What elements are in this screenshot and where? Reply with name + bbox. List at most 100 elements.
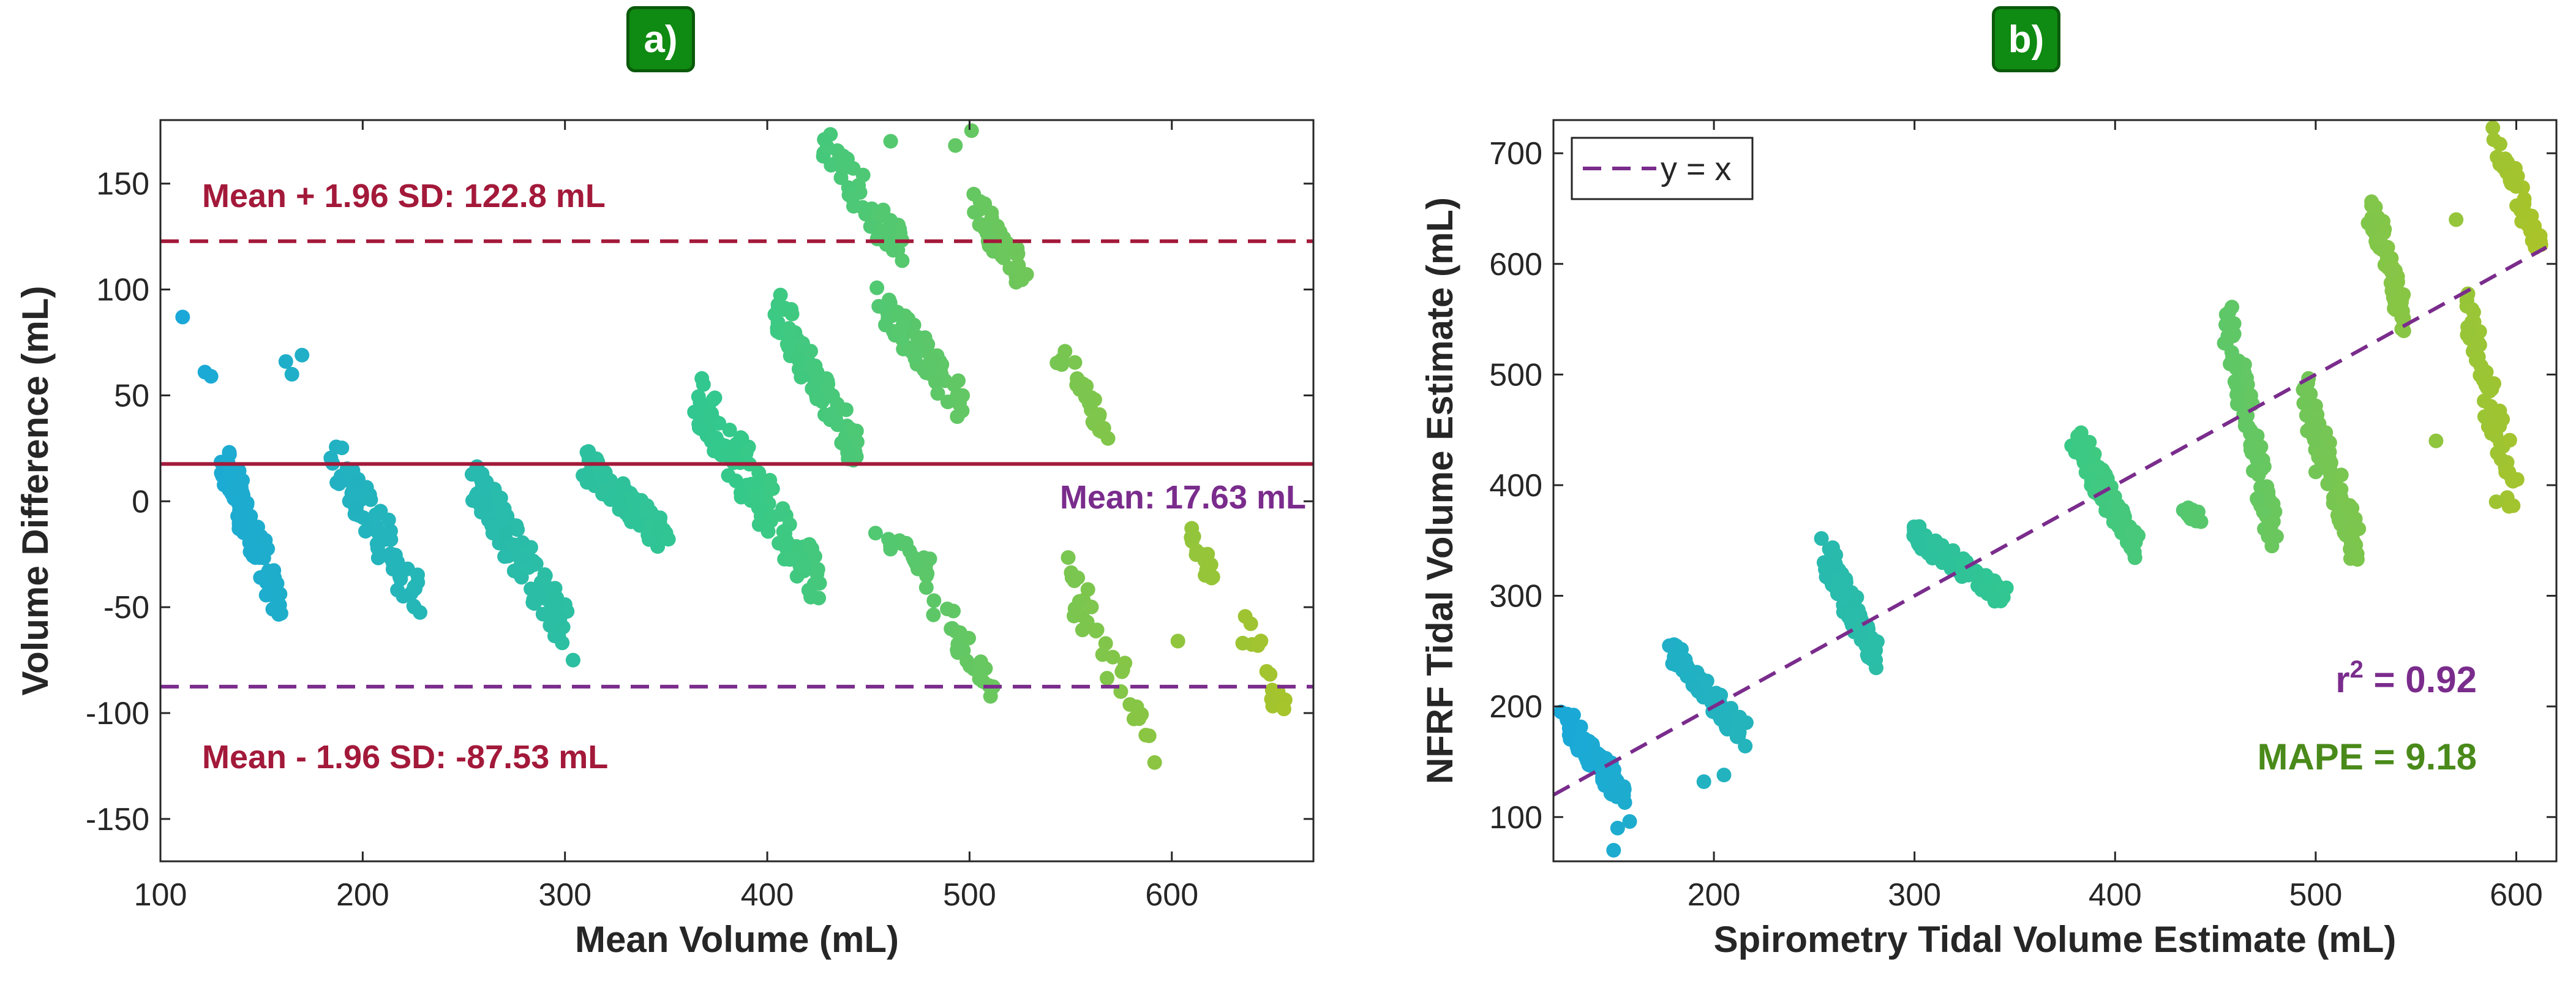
data-point xyxy=(946,603,961,619)
data-point xyxy=(2487,421,2503,437)
data-point xyxy=(722,422,737,437)
x-tick-label: 200 xyxy=(1688,877,1741,913)
data-point xyxy=(693,421,708,436)
data-point xyxy=(1250,638,1266,653)
data-point xyxy=(363,492,378,507)
x-tick-label: 300 xyxy=(1888,877,1941,913)
data-point xyxy=(898,535,914,551)
data-point xyxy=(410,575,426,590)
data-point xyxy=(1662,638,1677,654)
data-point xyxy=(1610,788,1626,803)
data-point xyxy=(295,347,310,363)
data-point xyxy=(1814,531,1829,546)
data-point xyxy=(2123,540,2138,555)
data-point xyxy=(1845,607,1860,622)
data-point xyxy=(2334,467,2349,483)
data-point xyxy=(849,423,864,439)
data-point xyxy=(993,224,1008,240)
bland-altman-plot: 100 200 300 400 500 600 -150 -100 -50 0 50 100 150 Me… xyxy=(15,119,1315,960)
data-point xyxy=(746,477,760,493)
data-point xyxy=(1081,396,1097,411)
data-point xyxy=(2342,498,2357,513)
data-point xyxy=(2506,498,2521,513)
data-point xyxy=(838,402,854,417)
data-point xyxy=(1837,590,1852,605)
data-point xyxy=(1732,717,1747,733)
data-point xyxy=(863,219,878,234)
data-point xyxy=(2218,307,2234,322)
data-point xyxy=(948,138,963,153)
data-point xyxy=(817,132,832,147)
data-point xyxy=(2320,476,2335,491)
data-point xyxy=(772,507,787,522)
data-point xyxy=(928,374,943,390)
data-point xyxy=(1719,709,1735,724)
data-point xyxy=(919,568,934,583)
data-point xyxy=(1170,633,1185,649)
y-tick-label: 100 xyxy=(1489,800,1542,836)
data-point xyxy=(2229,396,2245,412)
data-point xyxy=(1147,755,1162,770)
y-tick-label: 0 xyxy=(132,484,149,519)
data-point xyxy=(1852,624,1868,638)
y-tick-label: 400 xyxy=(1489,468,1542,504)
data-point xyxy=(694,371,710,386)
data-point xyxy=(765,481,780,496)
data-point xyxy=(926,593,942,608)
data-point xyxy=(1089,622,1105,638)
data-point xyxy=(760,517,775,532)
data-point xyxy=(2073,427,2089,442)
data-point xyxy=(890,304,905,320)
data-point xyxy=(203,369,219,384)
data-point xyxy=(923,359,938,374)
data-point xyxy=(895,318,911,333)
x-tick-label: 200 xyxy=(336,877,389,913)
data-point xyxy=(348,474,364,489)
data-point xyxy=(784,306,800,322)
data-point xyxy=(479,497,494,512)
data-point xyxy=(1072,382,1087,397)
data-point xyxy=(884,537,899,552)
data-point xyxy=(977,199,993,214)
data-point xyxy=(1599,766,1614,781)
legend-box xyxy=(1571,137,1754,200)
data-point xyxy=(1014,272,1029,287)
data-point xyxy=(1828,547,1844,562)
data-point xyxy=(2225,328,2240,344)
data-point xyxy=(581,444,596,459)
data-point xyxy=(950,409,965,424)
data-point xyxy=(611,493,626,508)
data-point xyxy=(823,412,838,428)
x-tick-label: 500 xyxy=(943,877,996,913)
data-point xyxy=(1708,686,1724,701)
data-point xyxy=(258,532,273,548)
data-point xyxy=(794,369,809,385)
data-point xyxy=(624,490,639,505)
data-point xyxy=(754,499,770,515)
data-point xyxy=(1906,528,1921,543)
data-point xyxy=(1184,521,1200,536)
data-point xyxy=(238,494,253,510)
data-point xyxy=(2501,464,2517,480)
data-point xyxy=(1696,774,1711,789)
y-tick-label: 150 xyxy=(96,167,149,202)
data-point xyxy=(738,444,754,459)
data-point xyxy=(1096,420,1111,436)
data-point xyxy=(2449,212,2464,227)
data-point xyxy=(2250,491,2265,506)
data-point xyxy=(625,505,640,521)
x-tick-label: 400 xyxy=(741,877,794,913)
data-point xyxy=(2396,323,2411,339)
data-point xyxy=(2229,377,2244,392)
data-point xyxy=(2392,295,2408,311)
data-point xyxy=(879,224,895,240)
data-point xyxy=(868,526,883,541)
plot-area xyxy=(175,123,1293,770)
y-axis-label: NFRF Tidal Volume Estimate (mL) xyxy=(1419,197,1460,784)
data-point xyxy=(650,521,665,535)
data-point xyxy=(2471,349,2486,364)
data-point xyxy=(242,535,257,550)
data-point xyxy=(2300,385,2315,400)
data-point xyxy=(907,351,923,366)
data-point xyxy=(2496,155,2512,170)
